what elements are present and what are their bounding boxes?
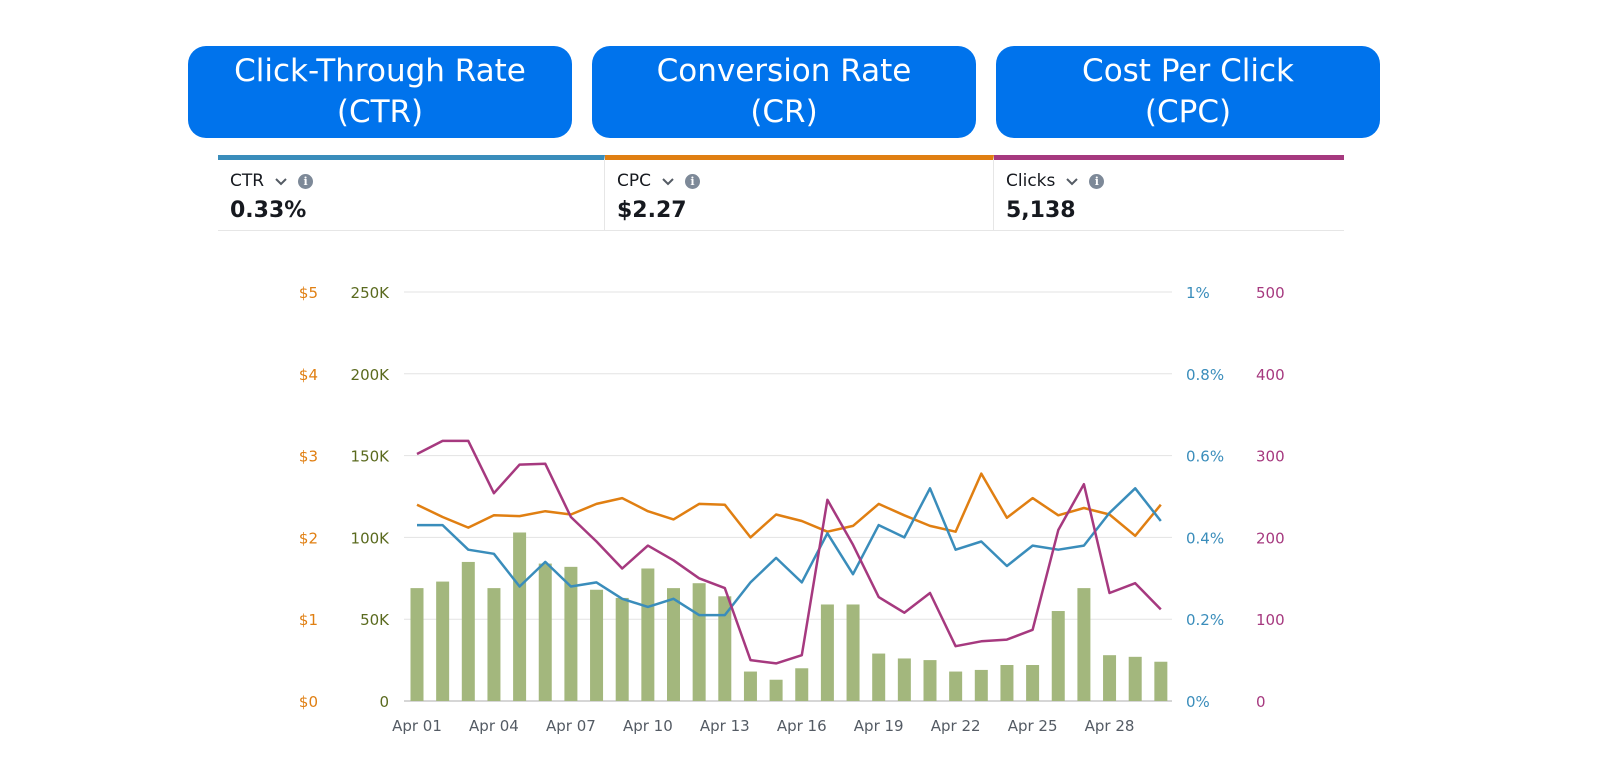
cr-header-line2: (CR) (750, 94, 818, 130)
impressions-bar (974, 669, 988, 701)
impressions-bar (846, 604, 860, 701)
impressions-bar (410, 588, 424, 701)
x-axis-tick-label: Apr 28 (1085, 717, 1135, 735)
clicks-axis-tick-label: 500 (1256, 284, 1285, 302)
x-axis-tick-label: Apr 16 (777, 717, 827, 735)
impressions-bar (923, 660, 937, 701)
clicks-axis-tick-label: 100 (1256, 611, 1285, 629)
x-axis-tick-label: Apr 07 (546, 717, 596, 735)
clicks-metric-card[interactable]: Clicks i 5,138 (994, 155, 1344, 231)
impressions-bar (461, 561, 475, 701)
impressions-bar (513, 532, 527, 701)
x-axis-tick-label: Apr 10 (623, 717, 673, 735)
chevron-down-icon[interactable] (274, 174, 288, 188)
impressions-bar (1051, 611, 1065, 701)
ctr-header-line1: Click-Through Rate (234, 53, 526, 89)
impressions-bar (1026, 665, 1040, 701)
cpc-header-pill: Cost Per Click (CPC) (996, 46, 1380, 138)
impressions-bar (615, 597, 629, 701)
impressions-axis-tick-label: 0 (379, 693, 389, 711)
ctr-header-pill: Click-Through Rate (CTR) (188, 46, 572, 138)
cpc-axis-tick-label: $2 (299, 529, 318, 547)
impressions-bar (590, 589, 604, 701)
clicks-axis-tick-label: 0 (1256, 693, 1266, 711)
impressions-bar (692, 583, 706, 701)
chevron-down-icon[interactable] (1065, 174, 1079, 188)
cpc-axis-tick-label: $5 (299, 284, 318, 302)
cr-header-pill: Conversion Rate (CR) (592, 46, 976, 138)
ctr-axis-tick-label: 0.6% (1186, 448, 1224, 466)
impressions-bar (820, 604, 834, 701)
cpc-series-line (416, 472, 1162, 539)
ctr-axis-tick-label: 0.8% (1186, 366, 1224, 384)
cpc-header-line1: Cost Per Click (1082, 53, 1294, 89)
ctr-metric-label: CTR (230, 171, 265, 191)
impressions-bar (487, 588, 501, 701)
x-axis-tick-label: Apr 01 (392, 717, 442, 735)
impressions-bar (949, 671, 963, 701)
cpc-axis-tick-label: $0 (299, 693, 318, 711)
ctr-axis-tick-label: 0.2% (1186, 611, 1224, 629)
clicks-axis-tick-label: 200 (1256, 529, 1285, 547)
clicks-metric-value: 5,138 (1006, 198, 1076, 223)
cpc-metric-card[interactable]: CPC i $2.27 (605, 155, 994, 231)
impressions-bar (564, 566, 578, 701)
x-axis-tick-label: Apr 22 (931, 717, 981, 735)
impressions-bar (743, 671, 757, 701)
impressions-axis-tick-label: 250K (351, 284, 391, 302)
clicks-axis-tick-label: 300 (1256, 448, 1285, 466)
cpc-header-line2: (CPC) (1144, 94, 1232, 130)
ctr-axis-tick-label: 0% (1186, 693, 1210, 711)
clicks-axis-tick-label: 400 (1256, 366, 1285, 384)
impressions-axis-tick-label: 150K (351, 448, 391, 466)
impressions-bar (718, 596, 732, 701)
impressions-bar (872, 653, 886, 701)
clicks-series-line (416, 439, 1162, 665)
ctr-metric-value: 0.33% (230, 198, 307, 223)
x-axis-tick-label: Apr 13 (700, 717, 750, 735)
impressions-axis-tick-label: 50K (360, 611, 390, 629)
cpc-axis-tick-label: $3 (299, 448, 318, 466)
clicks-metric-label: Clicks (1006, 171, 1056, 191)
impressions-bar (667, 588, 680, 701)
impressions-bar (795, 668, 809, 701)
impressions-axis-tick-label: 200K (351, 366, 391, 384)
impressions-axis-tick-label: 100K (351, 529, 391, 547)
x-axis-tick-label: Apr 04 (469, 717, 519, 735)
ctr-series-line (417, 487, 1162, 617)
chevron-down-icon[interactable] (661, 174, 675, 188)
cpc-axis-tick-label: $1 (299, 611, 318, 629)
ctr-metric-card[interactable]: CTR i 0.33% (218, 155, 605, 231)
impressions-bar (769, 679, 783, 701)
impressions-bar (1000, 665, 1014, 701)
cpc-metric-value: $2.27 (617, 198, 687, 223)
cpc-axis-tick-label: $4 (299, 366, 318, 384)
cr-header-line1: Conversion Rate (656, 53, 912, 89)
impressions-bar (538, 563, 552, 701)
info-icon[interactable]: i (685, 173, 700, 189)
impressions-bar (641, 568, 655, 701)
impressions-bar (1154, 661, 1168, 701)
ctr-header-line2: (CTR) (336, 94, 424, 130)
impressions-bar (1103, 655, 1117, 701)
impressions-bar (1077, 588, 1091, 701)
info-icon[interactable]: i (1089, 173, 1105, 189)
impressions-bar (436, 581, 450, 701)
ctr-axis-tick-label: 1% (1186, 284, 1210, 302)
impressions-bar (1128, 656, 1142, 701)
x-axis-tick-label: Apr 25 (1008, 717, 1058, 735)
ctr-axis-tick-label: 0.4% (1186, 529, 1224, 547)
x-axis-tick-label: Apr 19 (854, 717, 904, 735)
impressions-bar (897, 658, 911, 701)
cpc-metric-label: CPC (617, 171, 651, 191)
info-icon[interactable]: i (298, 173, 314, 189)
